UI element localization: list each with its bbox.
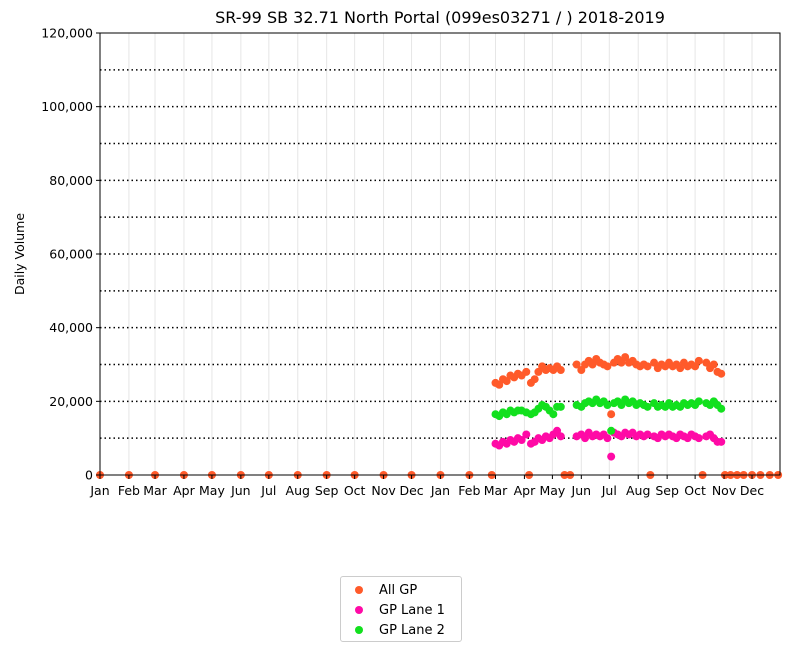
data-point <box>522 430 531 439</box>
legend-label: All GP <box>379 582 418 598</box>
x-tick-label: Feb <box>458 483 480 498</box>
x-tick-label: Oct <box>684 483 706 498</box>
data-point <box>717 437 726 446</box>
y-tick-label: 100,000 <box>41 99 93 114</box>
legend-label: GP Lane 1 <box>379 602 445 618</box>
data-point <box>556 366 565 375</box>
legend-marker <box>355 626 363 634</box>
series-all-gp <box>96 353 783 479</box>
horizontal-grid <box>100 69 780 439</box>
y-tick-label: 0 <box>85 468 93 483</box>
x-tick-label: Feb <box>118 483 140 498</box>
x-tick-label: Apr <box>514 483 536 498</box>
x-tick-label: Jun <box>571 483 592 498</box>
legend-item: All GP <box>349 580 461 600</box>
x-tick-label: Dec <box>740 483 764 498</box>
x-tick-label: Sep <box>315 483 339 498</box>
data-point <box>607 426 616 435</box>
x-tick-label: Dec <box>399 483 423 498</box>
data-point <box>607 410 616 419</box>
x-tick-label: May <box>199 483 225 498</box>
data-point <box>643 430 652 439</box>
data-point <box>522 367 531 376</box>
y-tick-label: 80,000 <box>49 173 93 188</box>
data-point <box>717 404 726 413</box>
data-point <box>643 402 652 411</box>
x-tick-label: Mar <box>484 483 508 498</box>
series-gp-lane-1 <box>491 426 726 461</box>
data-point <box>607 452 616 461</box>
data-point <box>694 397 703 406</box>
data-point <box>694 356 703 365</box>
data-point <box>709 360 718 369</box>
series-gp-lane-2 <box>491 395 726 435</box>
data-points <box>96 353 783 479</box>
legend-marker <box>355 586 363 594</box>
data-point <box>603 401 612 410</box>
data-point <box>517 436 526 445</box>
y-tick-label: 20,000 <box>49 394 93 409</box>
data-point <box>556 432 565 441</box>
y-axis-label: Daily Volume <box>12 213 27 295</box>
x-axis: Jan Feb Mar Apr May Jun Jul Aug Sep Oct Nov Dec Jan F… <box>89 475 764 498</box>
x-tick-label: Jul <box>260 483 276 498</box>
data-point <box>694 434 703 443</box>
data-point <box>603 434 612 443</box>
data-point <box>717 369 726 378</box>
y-tick-label: 120,000 <box>41 26 93 41</box>
x-tick-label: Aug <box>286 483 310 498</box>
x-tick-label: Aug <box>626 483 650 498</box>
x-tick-label: May <box>539 483 565 498</box>
x-tick-label: Sep <box>655 483 679 498</box>
x-tick-label: Jan <box>430 483 450 498</box>
legend-label: GP Lane 2 <box>379 622 445 638</box>
data-point <box>530 375 539 384</box>
data-point <box>549 410 558 419</box>
y-tick-label: 40,000 <box>49 320 93 335</box>
x-tick-label: Jun <box>230 483 251 498</box>
x-tick-label: Mar <box>143 483 167 498</box>
data-point <box>643 362 652 371</box>
x-tick-label: Jul <box>601 483 617 498</box>
legend-item: GP Lane 2 <box>349 620 461 640</box>
y-axis: 0 20,000 40,000 60,000 80,000 100,000 120,000 <box>41 26 100 483</box>
data-point <box>603 362 612 371</box>
chart-title: SR-99 SB 32.71 North Portal (099es03271 … <box>215 8 665 27</box>
x-tick-label: Nov <box>371 483 396 498</box>
y-tick-label: 60,000 <box>49 247 93 262</box>
x-tick-label: Oct <box>344 483 366 498</box>
x-tick-label: Apr <box>173 483 195 498</box>
x-tick-label: Nov <box>712 483 737 498</box>
legend-marker <box>355 606 363 614</box>
data-point <box>556 402 565 411</box>
x-tick-label: Jan <box>89 483 109 498</box>
data-point <box>572 360 581 369</box>
legend: All GP GP Lane 1 GP Lane 2 <box>340 576 462 642</box>
legend-item: GP Lane 1 <box>349 600 461 620</box>
